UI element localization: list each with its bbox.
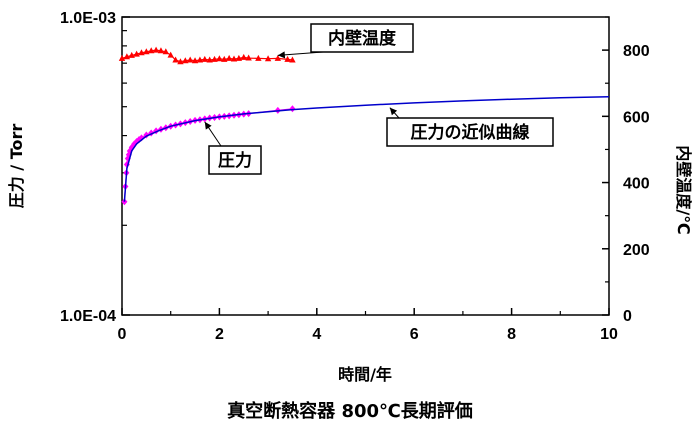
chart-caption: 真空断熱容器 800℃長期評価 <box>227 400 473 422</box>
temperature-point <box>230 55 238 62</box>
temperature-point <box>240 53 247 60</box>
y2-tick-label: 0 <box>623 308 632 325</box>
temperature-point <box>284 55 291 62</box>
y-axis-ticks: 1.0E-04 1.0E-03 <box>60 10 130 325</box>
callout-box <box>310 23 414 53</box>
temperature-point <box>143 48 150 55</box>
y2-tick-label: 800 <box>623 43 650 60</box>
pressure-point <box>289 105 296 113</box>
series-fit <box>123 95 610 202</box>
y-axis-title: 圧力 / Torr <box>7 124 26 209</box>
x-tick-label: 0 <box>118 326 127 343</box>
temperature-point <box>196 56 204 63</box>
temperature-point <box>148 47 155 54</box>
y2-axis-title: 内壁温度/℃ <box>674 145 693 234</box>
temperature-point <box>206 56 213 63</box>
y2-axis-ticks: 0 200 400 600 800 <box>602 16 650 325</box>
callout-pressure_callout: 圧力 <box>204 121 262 175</box>
y2-tick-label: 200 <box>623 242 650 259</box>
fit-curve-line <box>123 95 610 202</box>
callout-label: 内壁温度 <box>328 28 397 49</box>
temperature-point <box>162 48 170 55</box>
callout-arrow-head <box>204 121 212 130</box>
y2-tick-label: 600 <box>623 109 650 126</box>
series-pressure <box>121 105 296 206</box>
callout-box <box>208 145 262 175</box>
temperature-point <box>128 51 135 58</box>
callout-label: 圧力の近似曲線 <box>411 122 530 143</box>
x-tick-label: 4 <box>312 326 321 343</box>
temperature-point <box>235 54 243 61</box>
series-marks <box>118 46 610 206</box>
callout-fit_callout: 圧力の近似曲線 <box>386 107 554 147</box>
temperature-point <box>221 55 228 62</box>
temperature-point <box>289 56 296 63</box>
temperature-point <box>225 54 233 61</box>
temperature-point <box>255 54 262 61</box>
series-temperature <box>118 46 296 65</box>
temperature-point <box>264 55 272 62</box>
temperature-point <box>245 54 252 61</box>
x-axis-title: 時間/年 <box>338 365 392 384</box>
temperature-point <box>182 57 189 64</box>
temperature-point <box>216 55 223 62</box>
x-tick-label: 10 <box>600 326 618 343</box>
y2-tick-label: 400 <box>623 176 650 193</box>
temperature-point <box>138 49 145 56</box>
callout-label: 圧力 <box>218 150 252 171</box>
callout-temp_callout: 内壁温度 <box>277 23 414 59</box>
temperature-point <box>167 51 174 58</box>
temperature-point <box>123 53 131 60</box>
temperature-point <box>191 57 199 64</box>
temperature-point <box>157 47 165 54</box>
callout-arrow-head <box>389 107 398 116</box>
x-tick-label: 6 <box>410 326 419 343</box>
x-axis-ticks: 0 2 4 6 8 10 <box>118 308 618 343</box>
callout-box <box>386 117 554 147</box>
temperature-point <box>211 55 218 62</box>
x-tick-label: 2 <box>215 326 224 343</box>
temperature-point <box>201 55 208 62</box>
temperature-point <box>177 58 184 65</box>
x-tick-label: 8 <box>507 326 516 343</box>
temperature-point <box>172 56 179 63</box>
temperature-point <box>118 54 126 61</box>
temperature-point <box>186 56 194 63</box>
callout-arrow-head <box>277 51 286 59</box>
temperature-point <box>133 50 140 57</box>
temperature-point <box>274 54 282 61</box>
temperature-point <box>152 46 160 53</box>
y-tick-label: 1.0E-04 <box>60 308 116 325</box>
y-tick-label: 1.0E-03 <box>60 10 116 27</box>
